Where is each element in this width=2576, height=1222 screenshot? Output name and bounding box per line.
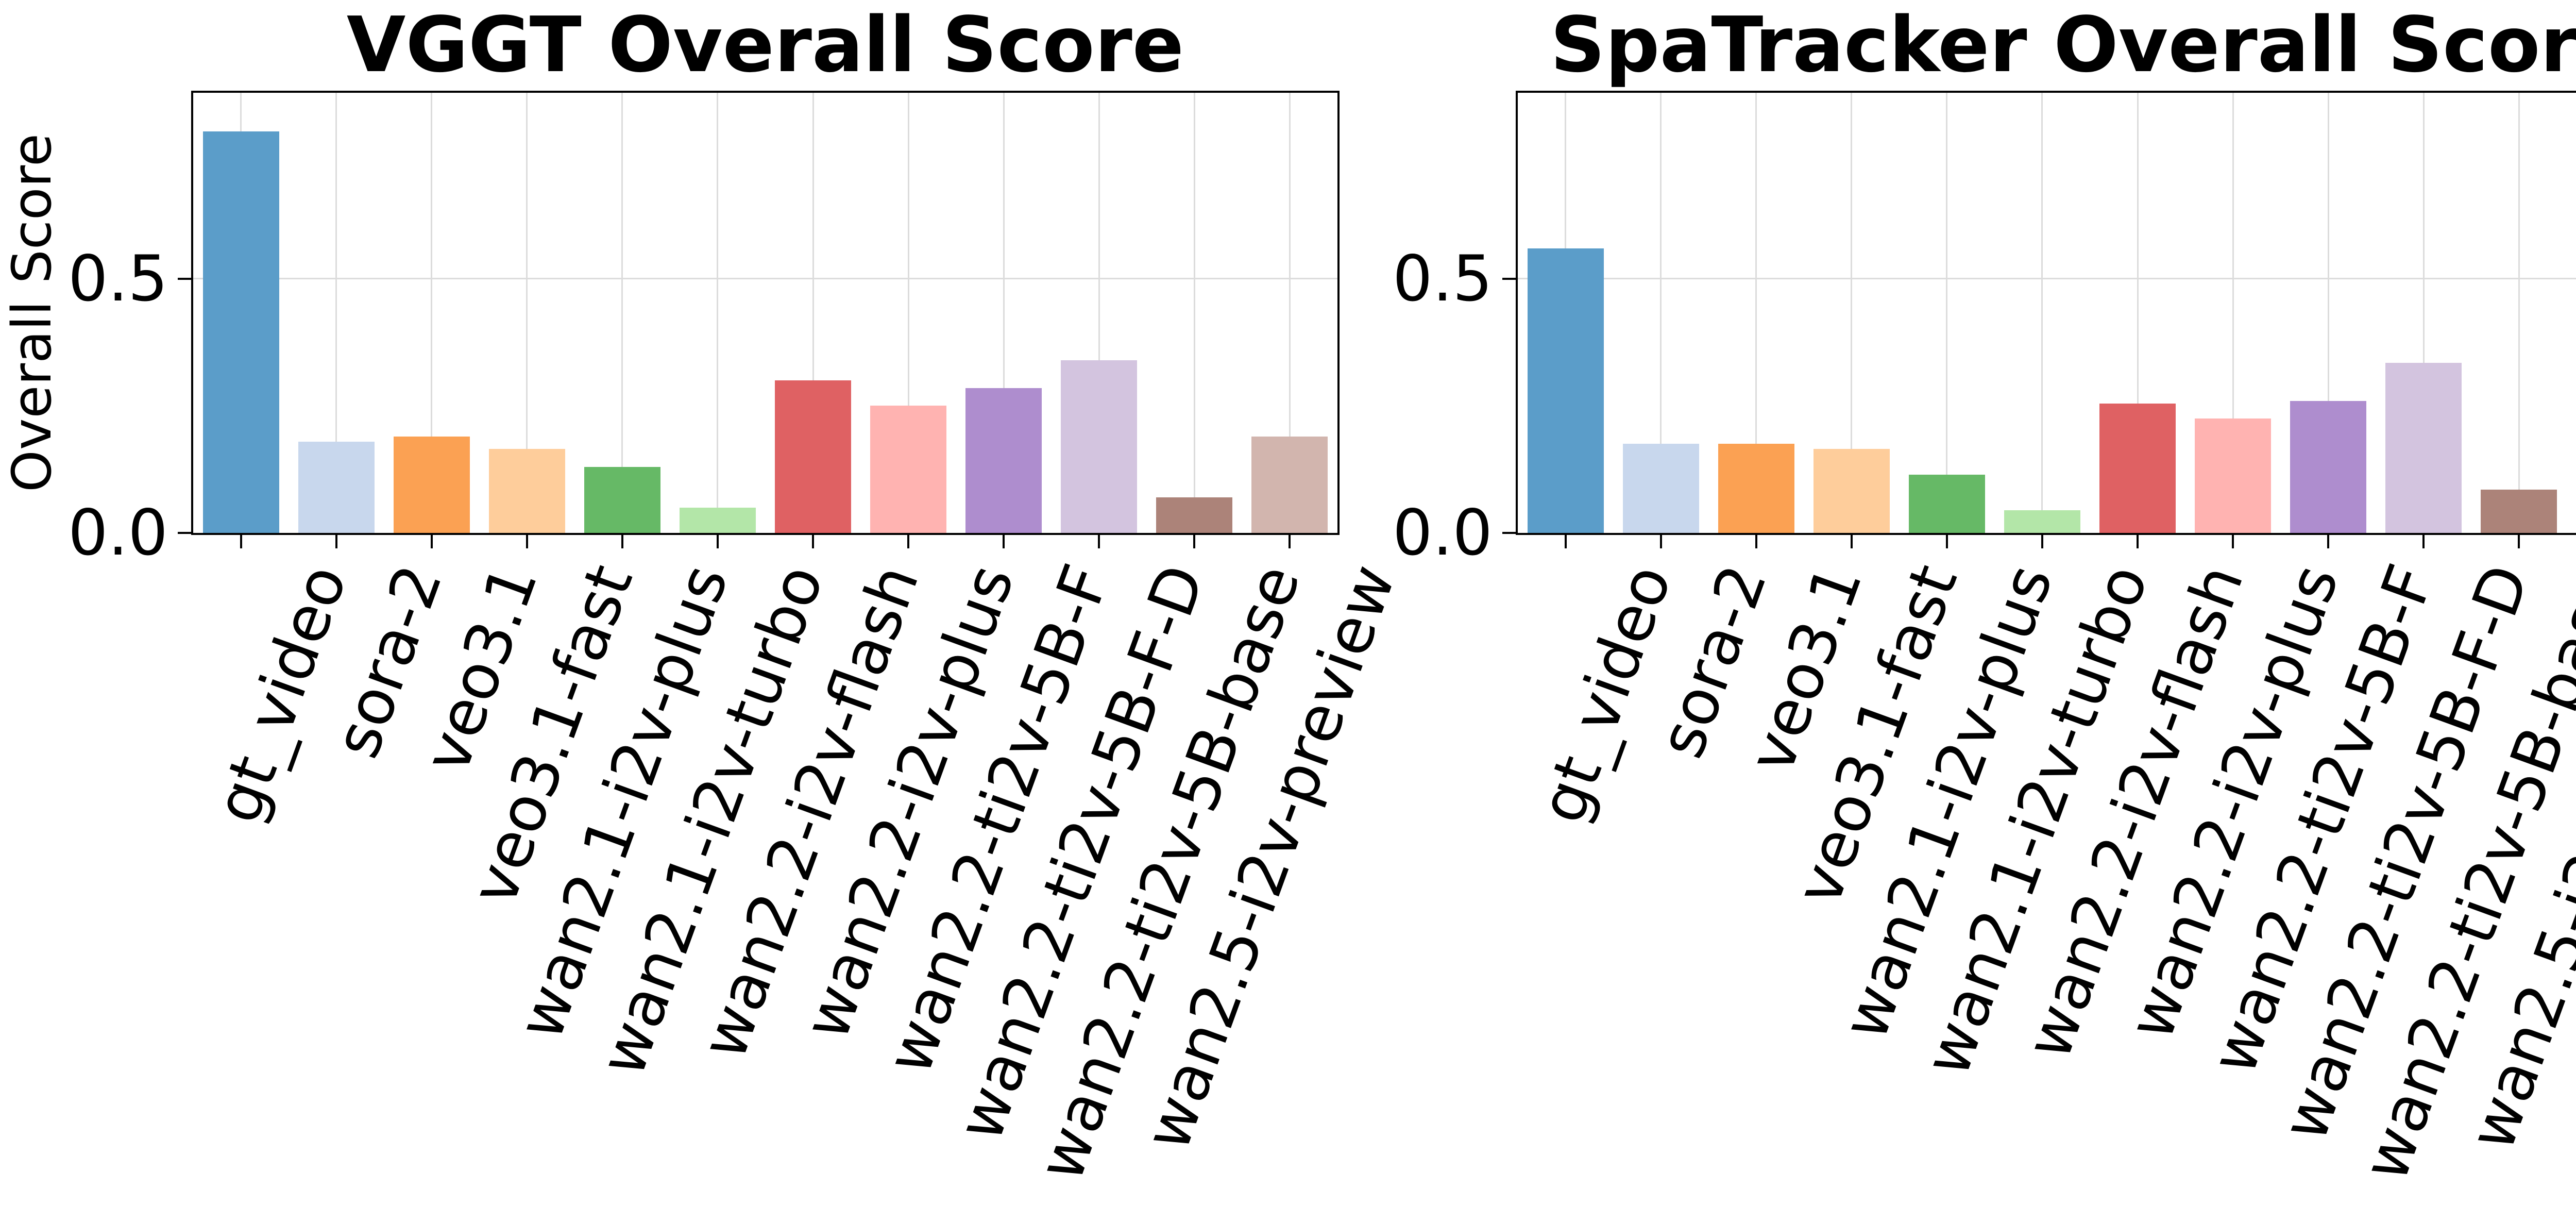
- plot-area-vggt: [191, 91, 1340, 535]
- gridline-v: [1946, 93, 1948, 533]
- x-tick: [240, 535, 242, 548]
- bar-wan2.2-i2v-flash: [775, 380, 852, 533]
- gridline-v: [526, 93, 528, 533]
- gridline-v: [812, 93, 814, 533]
- gridline-v: [621, 93, 623, 533]
- bar-sora-2: [298, 441, 375, 533]
- x-tick: [335, 535, 337, 548]
- gridline-v: [1755, 93, 1757, 533]
- bar-wan2.2-ti2v-5B-base: [1156, 497, 1233, 533]
- gridline-v: [907, 93, 909, 533]
- y-tick-label: 0.5: [1392, 242, 1493, 315]
- bar-wan2.2-ti2v-5B-F-D: [1061, 360, 1138, 533]
- x-tick: [2422, 535, 2425, 548]
- gridline-v: [2518, 93, 2520, 533]
- x-tick: [2518, 535, 2520, 548]
- x-tick: [621, 535, 623, 548]
- bar-gt_video: [1527, 248, 1604, 533]
- bar-wan2.1-i2v-plus: [584, 466, 660, 533]
- gridline-v: [1851, 93, 1853, 533]
- bar-veo3.1-fast: [488, 449, 565, 533]
- x-tick: [1755, 535, 1757, 548]
- bar-wan2.1-i2v-turbo: [679, 507, 756, 533]
- gridline-h: [1518, 278, 2576, 280]
- x-tick: [526, 535, 528, 548]
- y-tick: [1502, 532, 1516, 534]
- x-tick: [716, 535, 719, 548]
- gridline-v: [335, 93, 337, 533]
- plot-area-spatracker: [1516, 91, 2576, 535]
- x-tick: [2232, 535, 2234, 548]
- bar-wan2.5-i2v-preview: [1251, 436, 1328, 533]
- chart-title-spatracker: SpaTracker Overall Score: [1550, 1, 2576, 89]
- gridline-h: [193, 278, 1337, 280]
- x-tick: [1098, 535, 1100, 548]
- bar-wan2.2-ti2v-5B-F: [2290, 400, 2367, 533]
- x-tick: [812, 535, 815, 548]
- x-tick: [2327, 535, 2330, 548]
- bar-wan2.2-ti2v-5B-F: [965, 388, 1042, 533]
- gridline-v: [1660, 93, 1662, 533]
- y-tick: [178, 277, 191, 280]
- gridline-v: [2232, 93, 2234, 533]
- x-tick: [907, 535, 910, 548]
- bar-veo3.1: [1718, 444, 1794, 533]
- x-tick: [1564, 535, 1567, 548]
- gridline-v: [1098, 93, 1100, 533]
- chart-title-vggt: VGGT Overall Score: [346, 1, 1184, 89]
- gridline-v: [2137, 93, 2139, 533]
- bar-wan2.2-ti2v-5B-F-D: [2385, 362, 2462, 533]
- gridline-v: [431, 93, 433, 533]
- gridline-v: [1289, 93, 1291, 533]
- y-tick-label: 0.0: [67, 496, 168, 570]
- gridline-v: [1003, 93, 1005, 533]
- x-tick: [1193, 535, 1196, 548]
- gridline-v: [2327, 93, 2329, 533]
- bar-gt_video: [202, 131, 279, 533]
- bar-wan2.1-i2v-turbo: [2004, 510, 2080, 533]
- y-tick: [1502, 277, 1516, 280]
- x-tick: [1659, 535, 1662, 548]
- gridline-v: [1193, 93, 1195, 533]
- gridline-v: [2041, 93, 2043, 533]
- y-tick: [178, 532, 191, 534]
- bar-veo3.1: [393, 436, 470, 533]
- y-tick-label: 0.5: [67, 242, 168, 315]
- x-tick: [430, 535, 433, 548]
- bar-wan2.2-ti2v-5B-base: [2481, 490, 2557, 533]
- x-tick: [1850, 535, 1853, 548]
- bar-wan2.2-i2v-flash: [2099, 403, 2176, 533]
- bar-wan2.2-i2v-plus: [2195, 419, 2272, 533]
- gridline-v: [2422, 93, 2425, 533]
- x-tick: [1289, 535, 1291, 548]
- x-tick: [2041, 535, 2043, 548]
- y-tick-label: 0.0: [1392, 496, 1493, 570]
- x-tick: [1945, 535, 1948, 548]
- bar-sora-2: [1622, 444, 1699, 533]
- gridline-v: [717, 93, 719, 533]
- bar-veo3.1-fast: [1813, 449, 1890, 533]
- x-tick: [1003, 535, 1005, 548]
- x-tick: [2137, 535, 2139, 548]
- bar-wan2.1-i2v-plus: [1908, 474, 1985, 533]
- bar-wan2.2-i2v-plus: [870, 406, 947, 533]
